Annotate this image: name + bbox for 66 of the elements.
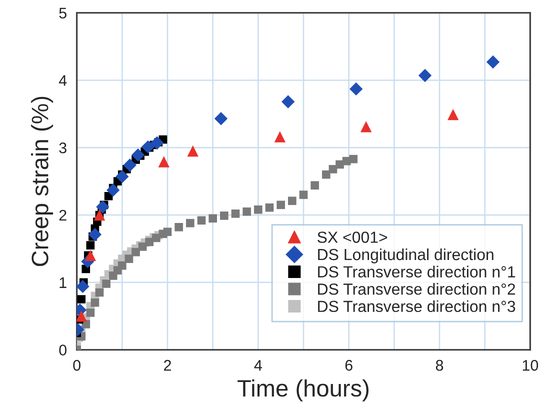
- point: [231, 209, 240, 218]
- point: [328, 165, 338, 174]
- point: [282, 95, 295, 108]
- point: [220, 212, 228, 220]
- y-axis-title: Creep strain (%): [31, 96, 54, 266]
- point: [276, 200, 285, 210]
- y-tick-label: 2: [59, 210, 66, 221]
- point: [214, 112, 228, 126]
- x-tick-label: 6: [345, 360, 352, 371]
- point: [76, 280, 90, 294]
- legend-label: DS Transverse direction n°3: [318, 300, 516, 312]
- point: [288, 196, 296, 206]
- y-tick-label: 1: [60, 277, 66, 288]
- point: [150, 136, 164, 150]
- point: [310, 181, 319, 190]
- point: [174, 222, 183, 232]
- point: [322, 170, 330, 179]
- x-tick-label: 2: [164, 360, 171, 371]
- y-tick-label: 0: [59, 344, 67, 356]
- point: [163, 228, 172, 236]
- point: [208, 214, 217, 223]
- point: [186, 218, 194, 228]
- point: [86, 241, 95, 250]
- legend-label: SX <001>: [318, 232, 388, 243]
- point: [158, 156, 170, 168]
- point: [242, 207, 251, 216]
- point: [299, 190, 308, 199]
- x-tick-label: 10: [522, 360, 538, 371]
- point: [123, 158, 136, 172]
- point: [102, 280, 110, 288]
- point: [90, 298, 100, 307]
- point: [118, 261, 126, 270]
- y-tick-label: 3: [59, 142, 66, 154]
- legend-label: DS Transverse direction n°1: [318, 266, 516, 278]
- y-tick-label: 5: [59, 8, 66, 18]
- point: [274, 131, 286, 142]
- point: [124, 254, 134, 263]
- point: [84, 250, 96, 262]
- point: [116, 170, 129, 184]
- point: [76, 310, 87, 322]
- point: [350, 82, 363, 96]
- x-tick-label: 0: [73, 360, 80, 371]
- x-tick-label: 8: [436, 360, 444, 371]
- point: [197, 216, 206, 225]
- x-axis-title: Time (hours): [238, 379, 369, 402]
- x-tick-label: 4: [254, 360, 262, 371]
- point: [486, 55, 500, 69]
- point: [418, 68, 432, 82]
- point: [106, 183, 120, 197]
- point: [95, 288, 104, 297]
- point: [448, 108, 459, 120]
- point: [132, 248, 140, 256]
- point: [265, 203, 274, 212]
- legend-label: DS Longitudinal direction: [318, 248, 494, 264]
- point: [96, 200, 110, 214]
- point: [86, 308, 95, 317]
- point: [77, 295, 86, 304]
- point: [349, 154, 358, 164]
- y-tick-label: 4: [58, 75, 67, 86]
- point: [254, 205, 262, 214]
- point: [187, 145, 198, 157]
- point: [131, 148, 145, 162]
- point: [88, 228, 102, 242]
- point: [138, 242, 147, 251]
- point: [360, 121, 372, 132]
- legend-label: DS Transverse direction n°2: [318, 283, 516, 295]
